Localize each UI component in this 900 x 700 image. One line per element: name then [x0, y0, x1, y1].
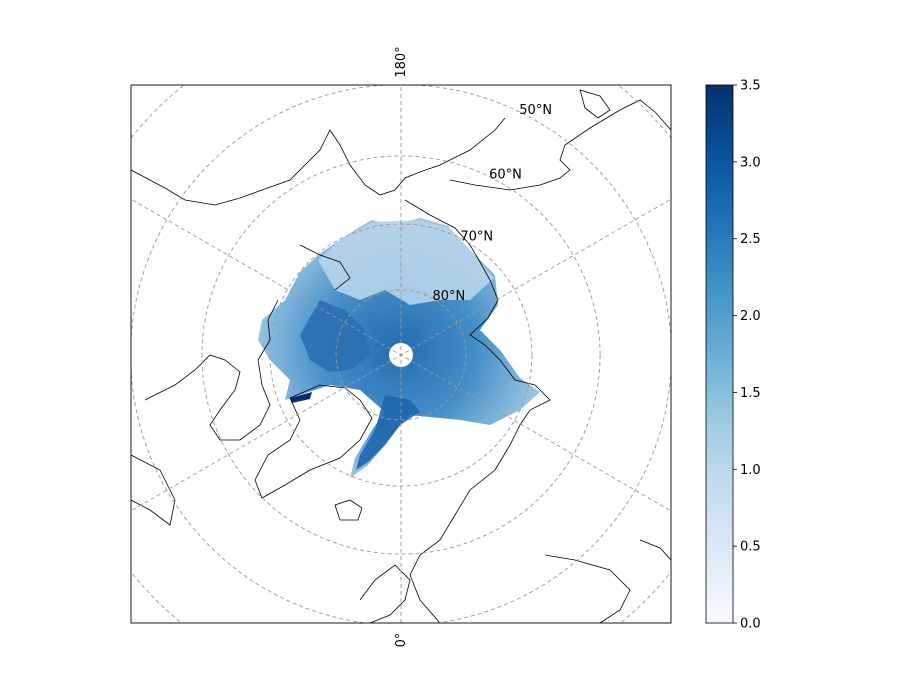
colorbar: 0.0 0.5 1.0 1.5 2.0 2.5 3.0 3.5 — [705, 79, 761, 632]
coastline-novaya-zemlya — [299, 244, 351, 291]
parallel-label-50: 50°N — [519, 103, 552, 118]
ice-field-nares — [290, 392, 312, 403]
ice-field-pacific — [318, 220, 494, 305]
parallel-labels: 80°N 70°N 60°N 50°N — [432, 103, 552, 304]
coastline-greenland — [254, 384, 373, 499]
coastline-russia-west — [144, 299, 279, 441]
colorbar-tick-label: 1.0 — [740, 463, 761, 478]
colorbar-tick-label: 3.5 — [740, 79, 761, 94]
colorbar-bar — [705, 84, 734, 624]
coastline-labrador — [639, 539, 671, 561]
meridian-label-bottom: 0° — [394, 633, 409, 648]
colorbar-tick-label: 2.5 — [740, 232, 761, 247]
coastline-japan — [579, 89, 611, 119]
parallel-line-60 — [201, 155, 601, 555]
ice-field-fram — [356, 395, 420, 470]
coastlines — [131, 89, 671, 623]
colorbar-ticks: 0.0 0.5 1.0 1.5 2.0 2.5 3.0 3.5 — [733, 79, 761, 632]
coastline-europe — [131, 454, 176, 526]
coastline-siberia-east — [131, 117, 506, 206]
colorbar-tick-label: 3.0 — [740, 155, 761, 170]
meridian-label-top: 180° — [394, 46, 409, 77]
parallel-label-70: 70°N — [460, 229, 493, 244]
ice-field-archipelago — [300, 300, 370, 372]
parallel-label-80: 80°N — [432, 289, 465, 304]
colorbar-tick-label: 0.5 — [740, 540, 761, 555]
coastline-alaska — [449, 99, 671, 191]
coastline-iceland — [334, 499, 363, 521]
colorbar-tick-label: 2.0 — [740, 309, 761, 324]
colorbar-tick-label: 1.5 — [740, 386, 761, 401]
ice-field — [258, 218, 540, 478]
coastline-canada — [404, 199, 551, 623]
map-frame — [130, 84, 672, 624]
colorbar-tick-label: 0.0 — [740, 617, 761, 632]
parallel-label-60: 60°N — [489, 168, 522, 183]
coastline-scandinavia — [359, 564, 411, 623]
coastline-hudson — [544, 554, 631, 623]
